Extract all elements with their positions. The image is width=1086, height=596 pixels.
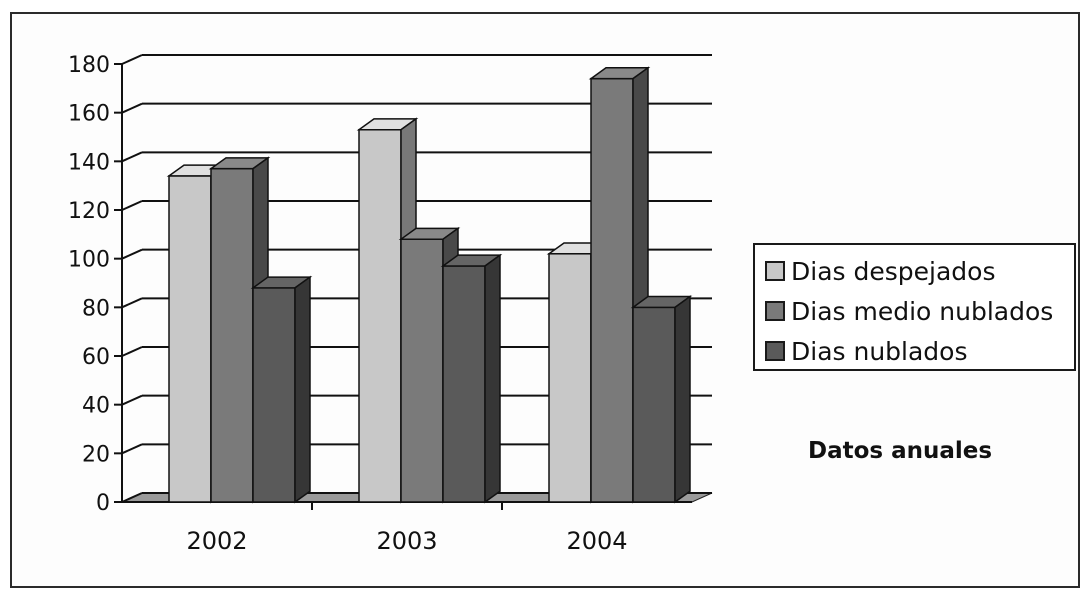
bar-2003-2 xyxy=(400,238,444,503)
gridline-diag-20 xyxy=(121,443,143,455)
bar-2002-2 xyxy=(210,167,254,503)
legend-swatch-2 xyxy=(765,301,785,321)
legend-label-1: Dias despejados xyxy=(791,256,996,286)
bar-2004-1 xyxy=(548,253,592,503)
y-tick-label: 160 xyxy=(68,102,110,127)
y-tick-label: 120 xyxy=(68,199,110,224)
x-tick-label: 2002 xyxy=(186,527,247,555)
legend-swatch-1 xyxy=(765,261,785,281)
bar-2002-1 xyxy=(168,175,212,503)
bar-2004-2 xyxy=(590,77,634,503)
y-tick-label: 20 xyxy=(82,442,110,467)
legend-item-1: Dias despejados xyxy=(765,251,1074,291)
gridline-diag-80 xyxy=(121,297,143,309)
y-tick-label: 140 xyxy=(68,150,110,175)
bar-2004-3 xyxy=(632,306,676,503)
y-tick-label: 40 xyxy=(82,394,110,419)
gridline-diag-140 xyxy=(121,151,143,163)
legend-swatch-3 xyxy=(765,341,785,361)
gridline-diag-0 xyxy=(121,492,143,503)
gridline-diag-180 xyxy=(121,54,143,65)
gridline-diag-60 xyxy=(121,346,143,357)
x-tick-label: 2003 xyxy=(376,527,437,555)
y-tick-label: 100 xyxy=(68,248,110,273)
y-tick-label: 80 xyxy=(82,296,110,321)
x-tick-label: 2004 xyxy=(566,527,627,555)
legend-item-2: Dias medio nublados xyxy=(765,291,1074,331)
legend-label-2: Dias medio nublados xyxy=(791,296,1054,326)
bar-2003-1 xyxy=(358,128,402,503)
chart-annotation: Datos anuales xyxy=(808,438,993,464)
bar-side-2004-3 xyxy=(674,295,691,504)
chart-legend: Dias despejados Dias medio nublados Dias… xyxy=(753,243,1076,371)
bar-2003-3 xyxy=(442,265,486,503)
bar-side-2003-3 xyxy=(484,253,501,504)
bar-2002-3 xyxy=(252,287,296,503)
y-tick-label: 60 xyxy=(82,345,110,370)
gridline-diag-160 xyxy=(121,102,143,114)
y-tick-label: 0 xyxy=(96,491,110,516)
legend-item-3: Dias nublados xyxy=(765,331,1074,371)
legend-label-3: Dias nublados xyxy=(791,336,968,366)
gridline-diag-120 xyxy=(121,200,143,211)
gridline-diag-40 xyxy=(121,394,143,406)
gridline-diag-100 xyxy=(121,248,143,260)
bar-side-2002-3 xyxy=(294,275,311,504)
y-tick-label: 180 xyxy=(68,53,110,78)
